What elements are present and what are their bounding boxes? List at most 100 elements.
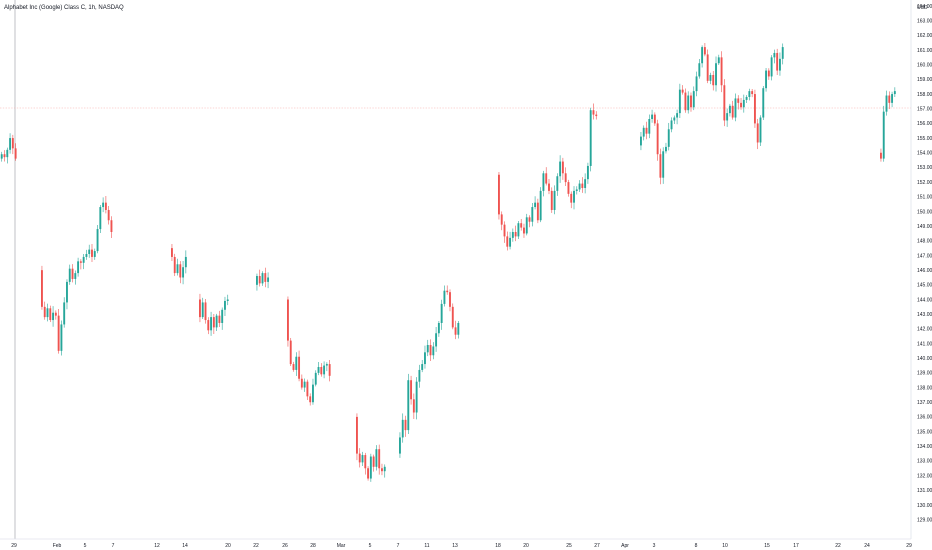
candle-down[interactable] [358,453,361,463]
candle-down[interactable] [653,114,656,124]
candle-up[interactable] [726,113,729,121]
candle-down[interactable] [57,315,60,351]
candle-up[interactable] [542,173,545,191]
candle-up[interactable] [256,276,258,285]
candle-up[interactable] [678,89,681,114]
candle-up[interactable] [440,303,443,323]
candle-up[interactable] [556,176,559,191]
candle-down[interactable] [731,105,734,118]
candle-down[interactable] [564,173,567,183]
candle-up[interactable] [317,367,320,373]
candle-up[interactable] [742,99,745,108]
candle-up[interactable] [745,96,748,100]
candle-down[interactable] [767,70,770,77]
candle-up[interactable] [891,94,894,103]
candle-up[interactable] [0,154,3,159]
candle-down[interactable] [204,302,207,321]
candle-up[interactable] [88,249,91,255]
candle-up[interactable] [509,237,512,247]
candle-up[interactable] [589,110,592,166]
candle-up[interactable] [99,207,102,230]
candle-up[interactable] [66,281,68,303]
candle-up[interactable] [226,299,229,301]
candle-up[interactable] [407,380,410,431]
candle-up[interactable] [68,268,71,282]
candle-up[interactable] [648,118,651,134]
candle-down[interactable] [212,317,215,328]
candle-up[interactable] [77,261,80,274]
candle-down[interactable] [410,380,413,400]
candle-up[interactable] [432,346,435,356]
candle-down[interactable] [179,264,182,278]
candle-up[interactable] [52,312,55,321]
candle-down[interactable] [656,123,659,155]
candle-up[interactable] [361,455,364,463]
candle-up[interactable] [9,138,12,150]
candle-up[interactable] [295,356,298,370]
candle-up[interactable] [701,47,704,64]
candle-down[interactable] [536,202,539,221]
candle-down[interactable] [500,214,503,225]
candle-up[interactable] [375,449,378,467]
candle-down[interactable] [703,47,706,55]
candle-down[interactable] [207,320,210,331]
candle-up[interactable] [534,202,537,208]
candle-down[interactable] [561,161,564,174]
candle-down[interactable] [570,193,573,203]
candle-up[interactable] [224,300,226,310]
price-axis[interactable]: 129.00 130.00 131.00 132.00 133.00 134.00 135.… [917,4,932,524]
candle-up[interactable] [325,364,328,366]
candle-down[interactable] [550,190,553,210]
candle-up[interactable] [692,91,695,108]
candle-up[interactable] [74,273,77,279]
time-axis[interactable]: 29 Feb 5 7 12 14 20 22 26 28 Mar 5 7 11 13 18 20 25 27 Apr 3… [11,543,912,549]
candle-up[interactable] [651,114,654,119]
candle-down[interactable] [364,455,367,469]
candle-up[interactable] [437,322,440,334]
candle-up[interactable] [779,58,781,71]
candle-up[interactable] [676,113,679,118]
candle-up[interactable] [424,352,426,365]
candle-down[interactable] [54,312,57,316]
candle-down[interactable] [451,306,454,328]
candle-up[interactable] [586,165,589,180]
candle-up[interactable] [267,277,270,282]
candle-down[interactable] [498,174,500,215]
candle-down[interactable] [888,95,891,103]
candle-down[interactable] [43,306,46,318]
candle-down[interactable] [503,224,506,237]
candle-down[interactable] [514,231,517,237]
candle-up[interactable] [418,369,421,382]
candle-up[interactable] [765,70,767,89]
candle-down[interactable] [79,261,82,263]
candle-down[interactable] [548,183,550,191]
candle-up[interactable] [323,365,326,375]
candle-down[interactable] [49,308,52,321]
candle-up[interactable] [698,63,701,77]
candle-down[interactable] [776,52,779,71]
candle-down[interactable] [300,378,303,388]
candle-up[interactable] [781,47,784,59]
candle-up[interactable] [85,254,88,257]
candle-down[interactable] [520,223,523,228]
candle-down[interactable] [378,449,381,469]
candle-down[interactable] [356,416,358,454]
candle-down[interactable] [298,356,301,379]
candle-down[interactable] [581,183,584,188]
candle-up[interactable] [531,207,534,222]
candle-down[interactable] [287,299,289,341]
candle-up[interactable] [687,95,690,111]
candle-up[interactable] [770,57,773,77]
candle-up[interactable] [457,322,460,335]
candle-up[interactable] [96,229,99,252]
candle-up[interactable] [640,136,642,146]
candle-down[interactable] [14,148,17,159]
candle-down[interactable] [41,270,43,307]
candle-up[interactable] [435,333,438,347]
candle-up[interactable] [82,256,85,263]
candle-down[interactable] [595,114,598,117]
candle-up[interactable] [261,273,264,284]
candle-down[interactable] [71,268,74,279]
candle-up[interactable] [584,179,587,188]
candle-up[interactable] [426,344,429,353]
